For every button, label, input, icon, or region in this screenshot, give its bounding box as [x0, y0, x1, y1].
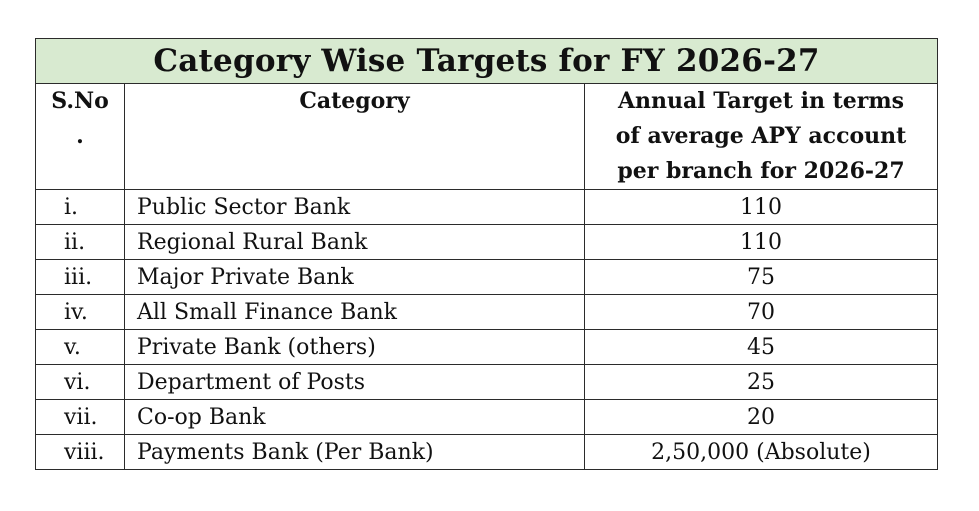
header-category: Category: [124, 83, 585, 190]
header-target-line1: Annual Target in terms: [617, 88, 905, 114]
row-sno: ii.: [35, 224, 125, 260]
row-target: 75: [583, 259, 939, 295]
header-target-line3: per branch for 2026-27: [617, 158, 905, 184]
row-sno: iv.: [35, 294, 125, 330]
row-target: 45: [583, 329, 939, 365]
row-category: All Small Finance Bank: [124, 294, 585, 330]
row-category: Payments Bank (Per Bank): [124, 434, 585, 470]
row-category: Private Bank (others): [124, 329, 585, 365]
table-row: iii. Major Private Bank 75: [35, 259, 939, 295]
category-targets-table: Category Wise Targets for FY 2026-27 S.N…: [34, 38, 939, 470]
table-row: vii. Co-op Bank 20: [35, 399, 939, 435]
header-sno: S.No .: [35, 83, 125, 190]
title-row: Category Wise Targets for FY 2026-27: [34, 38, 939, 84]
table-row: v. Private Bank (others) 45: [35, 329, 939, 365]
table-row: iv. All Small Finance Bank 70: [35, 294, 939, 330]
row-sno: iii.: [35, 259, 125, 295]
row-sno: i.: [35, 189, 125, 225]
header-target-line2: of average APY account: [615, 123, 907, 149]
header-row: S.No . Category Annual Target in terms o…: [35, 83, 939, 190]
row-target: 70: [583, 294, 939, 330]
row-category: Major Private Bank: [124, 259, 585, 295]
table-title: Category Wise Targets for FY 2026-27: [34, 38, 939, 84]
header-sno-line1: S.No: [51, 88, 109, 114]
targets-table-container: Category Wise Targets for FY 2026-27 S.N…: [34, 38, 939, 470]
row-category: Department of Posts: [124, 364, 585, 400]
row-target: 110: [583, 189, 939, 225]
row-target: 2,50,000 (Absolute): [583, 434, 939, 470]
row-category: Co-op Bank: [124, 399, 585, 435]
row-sno: vi.: [35, 364, 125, 400]
row-category: Public Sector Bank: [124, 189, 585, 225]
table-row: vi. Department of Posts 25: [35, 364, 939, 400]
row-category: Regional Rural Bank: [124, 224, 585, 260]
table-row: i. Public Sector Bank 110: [35, 189, 939, 225]
row-target: 25: [583, 364, 939, 400]
table-row: viii. Payments Bank (Per Bank) 2,50,000 …: [35, 434, 939, 470]
header-annual-target: Annual Target in terms of average APY ac…: [583, 83, 939, 190]
row-target: 20: [583, 399, 939, 435]
row-sno: vii.: [35, 399, 125, 435]
row-sno: v.: [35, 329, 125, 365]
header-sno-line2: .: [76, 123, 84, 149]
row-sno: viii.: [35, 434, 125, 470]
row-target: 110: [583, 224, 939, 260]
table-row: ii. Regional Rural Bank 110: [35, 224, 939, 260]
